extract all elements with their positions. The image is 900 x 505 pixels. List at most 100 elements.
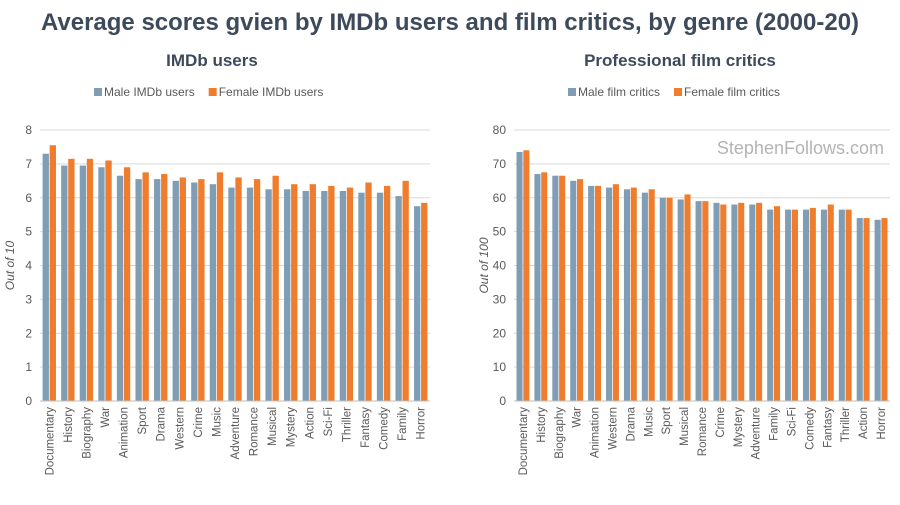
y-tick-label: 1 xyxy=(25,360,32,374)
bar-male xyxy=(820,209,827,401)
legend-swatch xyxy=(94,88,102,96)
bar-male xyxy=(376,192,384,401)
x-tick-label: History xyxy=(536,407,548,443)
bar-male xyxy=(135,179,142,401)
bar-male xyxy=(339,190,347,401)
bar-male xyxy=(785,209,792,401)
x-tick-label: Documentary xyxy=(44,407,56,476)
y-tick-label: 30 xyxy=(493,292,507,306)
x-tick-label: Thriller xyxy=(341,407,353,442)
x-tick-label: Comedy xyxy=(804,407,816,450)
bar-female xyxy=(179,177,186,401)
y-tick-label: 4 xyxy=(25,259,32,273)
x-tick-label: Romance xyxy=(249,407,261,456)
bar-female xyxy=(773,206,781,401)
bar-female xyxy=(791,209,798,401)
bar-female xyxy=(365,182,372,401)
y-tick-label: 5 xyxy=(25,225,32,239)
bar-female xyxy=(161,174,168,401)
bar-female xyxy=(845,209,852,401)
legend: Male IMDb users Female IMDb users xyxy=(94,85,323,99)
bar-female xyxy=(702,201,709,401)
bar-male xyxy=(79,165,87,401)
bar-male xyxy=(659,197,666,401)
y-tick-label: 20 xyxy=(493,326,507,340)
y-tick-label: 0 xyxy=(25,394,32,408)
x-tick-label: Fantasy xyxy=(360,407,372,448)
bar-female xyxy=(541,172,548,401)
bar-female xyxy=(559,175,566,401)
bar-female xyxy=(328,185,335,401)
bar-female xyxy=(216,172,224,401)
x-tick-label: Sport xyxy=(137,406,149,434)
bar-male xyxy=(749,204,756,401)
bar-female xyxy=(105,160,112,401)
x-tick-label: Romance xyxy=(697,407,709,456)
bar-male xyxy=(838,209,845,401)
bar-female xyxy=(630,187,637,401)
x-tick-label: Adventure xyxy=(230,407,242,459)
bar-male xyxy=(588,185,595,401)
bar-female xyxy=(881,218,888,401)
bar-male xyxy=(358,192,365,401)
x-tick-label: Documentary xyxy=(518,407,530,476)
x-tick-label: Musical xyxy=(679,407,691,446)
bar-female xyxy=(612,184,619,401)
bar-male xyxy=(228,187,235,401)
bar-female xyxy=(235,177,242,401)
bar-male xyxy=(172,180,179,401)
bar-female xyxy=(421,202,428,401)
x-tick-label: War xyxy=(572,407,584,428)
bar-female xyxy=(142,172,149,401)
bar-female xyxy=(738,202,745,401)
bar-male xyxy=(570,180,577,401)
bar-male xyxy=(552,175,559,401)
film-critics-chart: Professional film critics Male film criti… xyxy=(477,51,890,475)
bar-male xyxy=(42,153,49,401)
bar-male xyxy=(802,209,810,401)
bar-female xyxy=(309,184,316,401)
x-tick-label: Thriller xyxy=(840,407,852,442)
bar-female xyxy=(594,185,602,401)
x-tick-label: Crime xyxy=(193,407,205,438)
bar-male xyxy=(302,190,309,401)
y-tick-label: 3 xyxy=(25,292,32,306)
x-tick-label: Western xyxy=(607,407,619,450)
x-tick-label: Western xyxy=(174,407,186,450)
y-tick-label: 10 xyxy=(493,360,507,374)
y-axis-title: Out of 10 xyxy=(3,240,17,290)
bar-female xyxy=(809,207,816,401)
bar-female xyxy=(253,179,261,401)
legend-label: Male film critics xyxy=(578,85,660,99)
legend-label: Female film critics xyxy=(684,85,780,99)
x-tick-label: Action xyxy=(858,407,870,439)
x-tick-label: Biography xyxy=(554,407,566,459)
bar-male xyxy=(284,189,291,401)
bar-female xyxy=(827,204,834,401)
x-tick-label: Sport xyxy=(661,406,673,434)
y-tick-label: 0 xyxy=(499,394,506,408)
y-tick-label: 40 xyxy=(493,259,507,273)
bar-male xyxy=(606,187,613,401)
bar-male xyxy=(321,190,328,401)
x-tick-label: Comedy xyxy=(379,407,391,450)
x-tick-label: History xyxy=(63,407,75,443)
bar-male xyxy=(713,202,720,401)
bar-male xyxy=(695,201,702,401)
y-tick-label: 60 xyxy=(493,191,507,205)
bar-male xyxy=(191,182,198,401)
bar-female xyxy=(756,202,763,401)
bar-female xyxy=(383,185,391,401)
bar-male xyxy=(116,175,124,401)
bar-female xyxy=(123,167,131,401)
bar-male xyxy=(623,189,631,401)
x-tick-label: Mystery xyxy=(286,407,298,448)
legend-label: Female IMDb users xyxy=(219,85,324,99)
bar-male xyxy=(154,179,161,401)
legend-label: Male IMDb users xyxy=(104,85,195,99)
y-tick-label: 6 xyxy=(25,191,32,205)
x-tick-label: Biography xyxy=(81,407,93,459)
bar-female xyxy=(684,194,691,401)
legend-swatch xyxy=(674,88,683,96)
